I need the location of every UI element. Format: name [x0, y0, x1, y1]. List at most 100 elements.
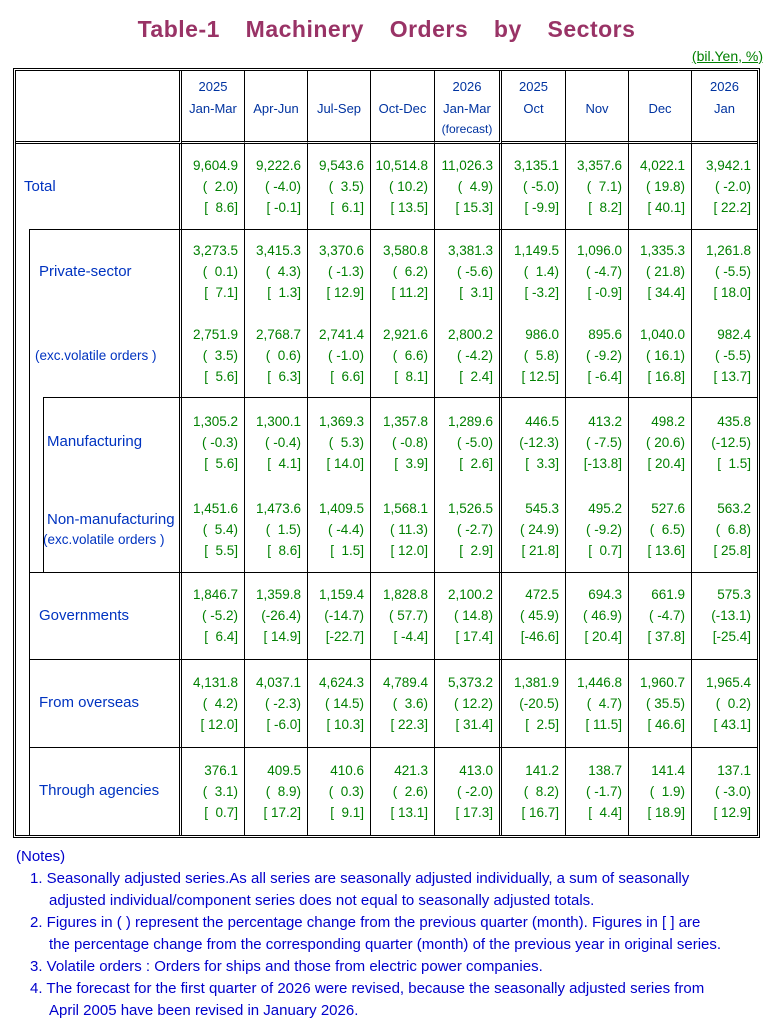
notes-list: 1. Seasonally adjusted series.As all ser… — [14, 868, 767, 1022]
note-item-1: 1. Seasonally adjusted series.As all ser… — [30, 868, 767, 912]
cell-value: 1,381.9 — [513, 674, 559, 690]
row-label-exc-volatile-orders: (exc.volatile orders ) — [16, 314, 182, 397]
cell-value: 1,300.1 — [255, 413, 301, 429]
cell-qoq-change: ( -4.2) — [456, 348, 493, 363]
cell-value: 413.2 — [588, 413, 622, 429]
data-cell-non-manufacturing-col5: 1,526.5 ( -2.7) [ 2.9] — [435, 487, 502, 572]
cell-yoy-change: [ 6.1] — [330, 200, 364, 215]
column-header-jan-mar: 2025 Jan-Mar — [182, 71, 245, 144]
cell-value: 1,828.8 — [382, 587, 428, 602]
cell-qoq-change: (-12.3) — [519, 434, 559, 450]
data-cell-non-manufacturing-col1: 1,451.6 ( 5.4) [ 5.5] — [182, 487, 245, 572]
cell-qoq-change: ( 20.6) — [645, 434, 685, 450]
cell-qoq-change: ( 24.9) — [519, 522, 559, 537]
row-label-manufacturing: Manufacturing — [16, 397, 182, 487]
data-cell-private-sector-col8: 1,335.3 ( 21.8) [ 34.4] — [629, 229, 692, 314]
cell-value: 4,131.8 — [192, 674, 238, 690]
cell-yoy-change: [ 5.5] — [204, 543, 238, 558]
cell-qoq-change: ( -7.5) — [585, 434, 622, 450]
data-cell-governments-col2: 1,359.8 (-26.4) [ 14.9] — [245, 572, 308, 659]
data-cell-through-agencies-col1: 376.1 ( 3.1) [ 0.7] — [182, 747, 245, 835]
cell-qoq-change: ( -5.6) — [456, 264, 493, 279]
cell-qoq-change: ( 16.1) — [645, 348, 685, 363]
row-label-text: Private-sector — [39, 262, 132, 280]
cell-value: 137.1 — [717, 762, 751, 778]
data-cell-governments-col5: 2,100.2 ( 14.8) [ 17.4] — [435, 572, 502, 659]
cell-value: 3,357.6 — [576, 158, 622, 173]
notes-heading: (Notes) — [16, 848, 66, 865]
data-cell-manufacturing-col5: 1,289.6 ( -5.0) [ 2.6] — [435, 397, 502, 487]
cell-yoy-change: [ 4.1] — [267, 455, 301, 471]
cell-qoq-change: ( -5.0) — [456, 434, 493, 450]
cell-yoy-change: [ 3.9] — [394, 455, 428, 471]
cell-qoq-change: ( -5.2) — [201, 608, 238, 623]
group-separator-line — [29, 229, 757, 230]
cell-qoq-change: ( 14.8) — [453, 608, 493, 623]
cell-qoq-change: ( -9.2) — [585, 348, 622, 363]
cell-yoy-change: [ 31.4] — [455, 716, 493, 732]
cell-qoq-change: ( 12.2) — [453, 695, 493, 711]
data-cell-total-col3: 9,543.6 ( 3.5) [ 6.1] — [308, 144, 371, 229]
cell-qoq-change: ( -5.5) — [714, 348, 751, 363]
data-cell-through-agencies-col7: 138.7 ( -1.7) [ 4.4] — [566, 747, 629, 835]
data-cell-non-manufacturing-col6: 545.3 ( 24.9) [ 21.8] — [502, 487, 566, 572]
cell-qoq-change: ( 1.4) — [523, 264, 559, 279]
cell-value: 141.2 — [525, 762, 559, 778]
cell-yoy-change: [ 2.5] — [525, 716, 559, 732]
cell-value: 1,305.2 — [192, 413, 238, 429]
data-cell-total-col1: 9,604.9 ( 2.0) [ 8.6] — [182, 144, 245, 229]
data-cell-exc-volatile-orders-col9: 982.4 ( -5.5) [ 13.7] — [692, 314, 757, 397]
cell-qoq-change: ( 14.5) — [324, 695, 364, 711]
cell-qoq-change: ( -2.7) — [456, 522, 493, 537]
cell-yoy-change: [ 8.1] — [394, 369, 428, 384]
row-label-text: Manufacturing — [47, 433, 143, 450]
note-line: adjusted individual/component series doe… — [49, 892, 595, 909]
cell-qoq-change: ( 6.8) — [715, 522, 751, 537]
note-line: the percentage change from the correspon… — [49, 936, 722, 953]
cell-yoy-change: [ 4.4] — [588, 804, 622, 820]
cell-qoq-change: ( 4.3) — [265, 264, 301, 279]
cell-value: 2,921.6 — [382, 327, 428, 342]
column-forecast-label: (forecast) — [441, 122, 493, 136]
data-cell-governments-col3: 1,159.4 (-14.7) [-22.7] — [308, 572, 371, 659]
cell-yoy-change: [-22.7] — [325, 629, 364, 644]
cell-value: 2,751.9 — [192, 327, 238, 342]
cell-yoy-change: [ 25.8] — [713, 543, 751, 558]
cell-yoy-change: [ 1.3] — [267, 285, 301, 300]
cell-value: 5,373.2 — [447, 674, 493, 690]
cell-qoq-change: ( 4.9) — [457, 179, 493, 194]
cell-qoq-change: ( -0.3) — [201, 434, 238, 450]
data-cell-total-col6: 3,135.1 ( -5.0) [ -9.9] — [502, 144, 566, 229]
data-cell-through-agencies-col8: 141.4 ( 1.9) [ 18.9] — [629, 747, 692, 835]
cell-qoq-change: ( 35.5) — [645, 695, 685, 711]
column-period-label: Dec — [648, 101, 672, 116]
data-cell-private-sector-col3: 3,370.6 ( -1.3) [ 12.9] — [308, 229, 371, 314]
data-cell-manufacturing-col2: 1,300.1 ( -0.4) [ 4.1] — [245, 397, 308, 487]
data-cell-exc-volatile-orders-col1: 2,751.9 ( 3.5) [ 5.6] — [182, 314, 245, 397]
cell-yoy-change: [ 16.7] — [521, 804, 559, 820]
cell-qoq-change: ( 1.9) — [649, 783, 685, 799]
data-cell-private-sector-col4: 3,580.8 ( 6.2) [ 11.2] — [371, 229, 435, 314]
cell-value: 1,359.8 — [255, 587, 301, 602]
data-cell-through-agencies-col3: 410.6 ( 0.3) [ 9.1] — [308, 747, 371, 835]
data-cell-manufacturing-col3: 1,369.3 ( 5.3) [ 14.0] — [308, 397, 371, 487]
cell-value: 3,273.5 — [192, 243, 238, 258]
cell-value: 472.5 — [525, 587, 559, 602]
data-cell-total-col4: 10,514.8 ( 10.2) [ 13.5] — [371, 144, 435, 229]
data-cell-exc-volatile-orders-col8: 1,040.0 ( 16.1) [ 16.8] — [629, 314, 692, 397]
data-cell-private-sector-col2: 3,415.3 ( 4.3) [ 1.3] — [245, 229, 308, 314]
column-period-label: Jul-Sep — [316, 101, 362, 116]
data-cell-from-overseas-col2: 4,037.1 ( -2.3) [ -6.0] — [245, 659, 308, 747]
data-cell-governments-col4: 1,828.8 ( 57.7) [ -4.4] — [371, 572, 435, 659]
cell-value: 1,451.6 — [192, 501, 238, 516]
data-cell-through-agencies-col2: 409.5 ( 8.9) [ 17.2] — [245, 747, 308, 835]
data-cell-governments-col8: 661.9 ( -4.7) [ 37.8] — [629, 572, 692, 659]
data-cell-manufacturing-col1: 1,305.2 ( -0.3) [ 5.6] — [182, 397, 245, 487]
cell-value: 1,965.4 — [705, 674, 751, 690]
cell-yoy-change: [ 3.3] — [525, 455, 559, 471]
data-cell-total-col8: 4,022.1 ( 19.8) [ 40.1] — [629, 144, 692, 229]
cell-qoq-change: (-26.4) — [261, 608, 301, 623]
data-cell-from-overseas-col4: 4,789.4 ( 3.6) [ 22.3] — [371, 659, 435, 747]
cell-value: 3,381.3 — [447, 243, 493, 258]
cell-value: 1,040.0 — [639, 327, 685, 342]
